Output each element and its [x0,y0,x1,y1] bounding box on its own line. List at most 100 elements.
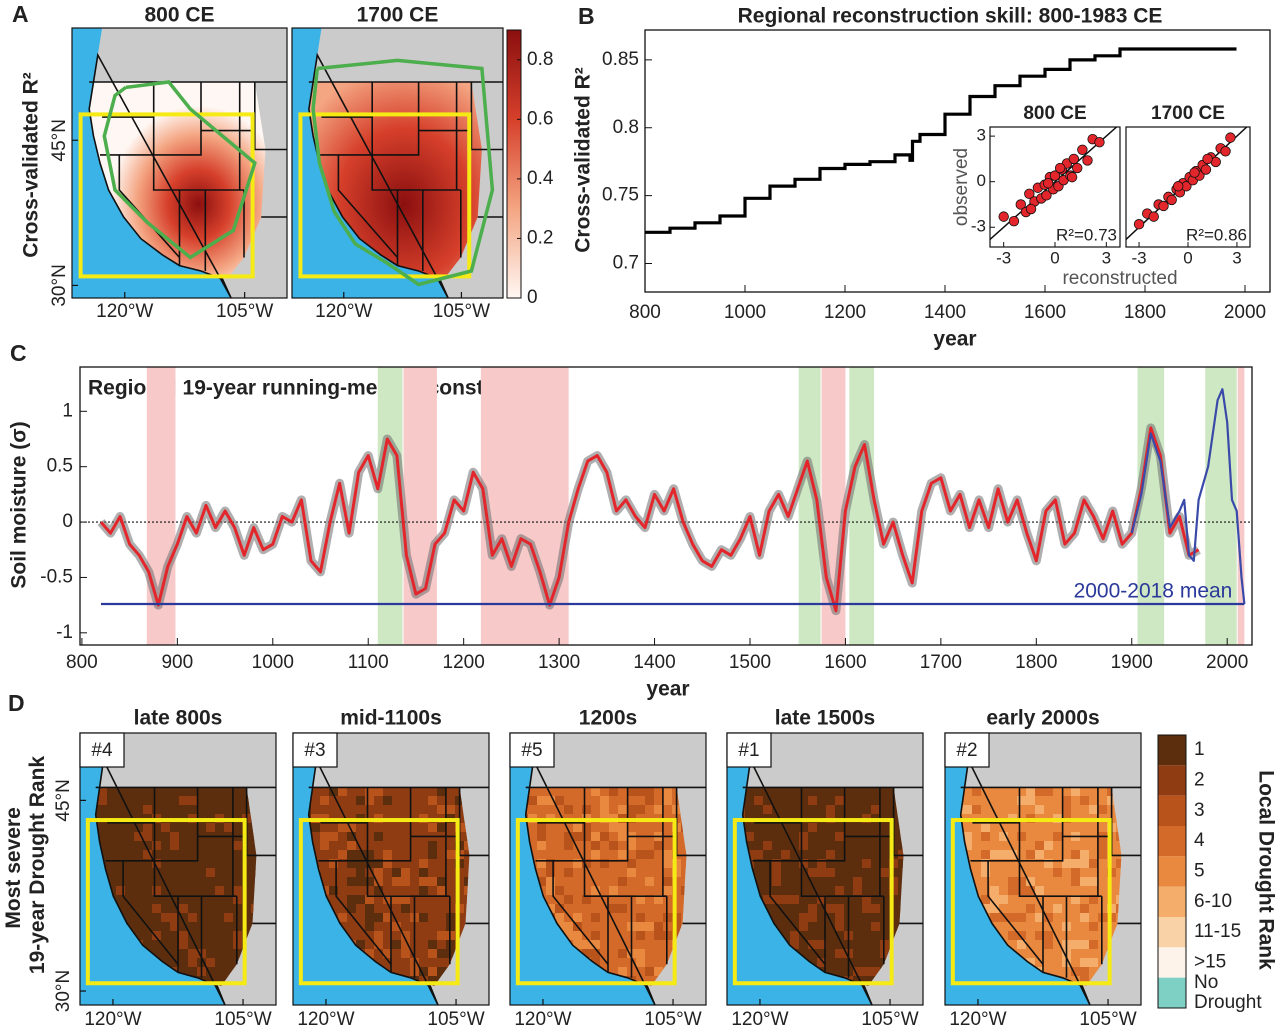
colorbar-label: >15 [1194,952,1226,973]
map-cell [844,886,853,895]
map-cell [1098,841,1107,850]
map-cell [365,922,374,931]
map-cell [347,823,356,832]
map-cell [898,859,904,868]
map-cell [152,895,161,904]
map-cell [446,850,455,859]
map-cell [437,886,446,895]
map-cell [224,931,233,940]
colorbar-label: 1 [1194,739,1205,760]
map-cell [446,868,455,877]
map-cell [179,967,188,976]
map-cell [781,796,790,805]
map-cell [1008,886,1017,895]
map-cell [618,796,627,805]
map-title: 1200s [579,707,637,730]
y-axis-label: Most severe 19-year Drought Rank [2,756,49,975]
map-cell [835,922,844,931]
map-cell [437,787,446,796]
region-box [85,818,247,986]
map-cell [170,805,179,814]
map-cell [981,805,990,814]
map-cell [835,805,844,814]
map-cell [320,859,329,868]
map-cell [107,796,116,805]
map-cell [1017,877,1026,886]
map-cell [781,877,790,886]
map-cell [853,859,862,868]
map-cell [781,886,790,895]
map-cell [437,850,446,859]
scatter-point [1049,170,1061,181]
map-cell [215,967,224,976]
highlight-span [798,367,821,645]
map-cell [170,868,179,877]
map-cell [582,787,591,796]
map-cell [591,787,600,796]
x-tick-label: 105°W [216,301,273,322]
map-cell [365,913,374,922]
map-cell [591,931,600,940]
map-cell [790,886,799,895]
scatter-point [1072,162,1083,174]
x-tick-label: 1400 [924,302,966,323]
map-cell [188,796,197,805]
x-tick-label: 3 [1102,248,1111,267]
map-cell [1017,949,1026,958]
scatter-point [1189,167,1200,178]
map-cell [555,832,564,841]
map-cell [537,877,546,886]
map [726,732,924,1006]
map-cell [233,886,242,895]
region-box [732,818,894,986]
map-cell [356,877,365,886]
map-cell [880,850,889,859]
map-cell [1062,859,1071,868]
map-cell [152,841,161,850]
map-cell [1053,832,1062,841]
line [99,426,1200,613]
map-cell [374,868,383,877]
state-border [335,860,392,965]
map-cell [573,823,582,832]
map-cell [636,949,645,958]
map-cell [772,895,781,904]
map-cell [401,949,410,958]
scatter-point [1077,144,1088,155]
colorbar-tick-label: 0.2 [527,227,553,248]
map-frame [71,27,288,299]
map-cell [161,877,170,886]
map-cell [446,823,455,832]
map-cell [428,859,437,868]
map-cell [383,931,392,940]
map-cell [817,823,826,832]
map-cell [981,859,990,868]
map-cell [365,796,374,805]
map-cell [799,796,808,805]
map-cell [392,868,401,877]
map-cell [871,940,880,949]
map-cell [853,877,862,886]
region-box [78,112,255,279]
map-cell [125,895,134,904]
map-cell [329,787,338,796]
map-cell [1026,850,1035,859]
map-cell [197,805,206,814]
rank-box [726,732,772,768]
map-cell [654,922,663,931]
map-cell [609,868,618,877]
region-box [515,818,677,986]
map-cell [311,823,320,832]
map-cell [152,904,161,913]
map-cell [188,895,197,904]
map-cell [573,940,582,949]
map-cell [808,904,817,913]
colorbar-label: 6-10 [1194,891,1232,912]
map-cell [582,859,591,868]
scatter-point [1066,171,1078,183]
map-cell [428,877,437,886]
map-cell [591,940,600,949]
map-cell [1080,796,1089,805]
map-cell [963,805,972,814]
map-cell [645,949,654,958]
